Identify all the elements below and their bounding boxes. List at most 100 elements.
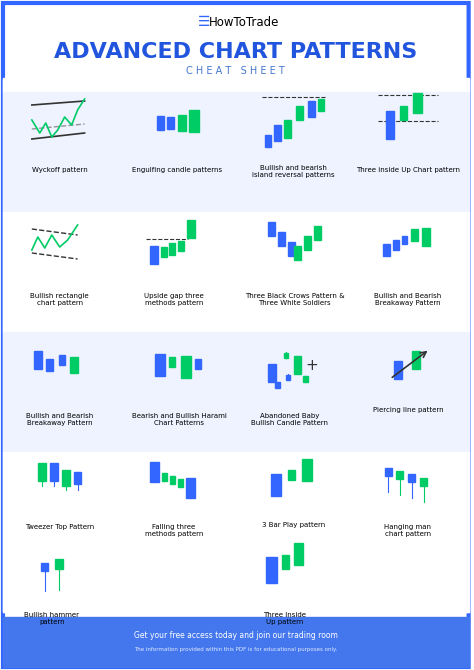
Bar xyxy=(264,135,271,147)
Bar xyxy=(162,473,167,481)
Bar xyxy=(296,106,303,120)
Bar xyxy=(50,463,58,481)
Bar xyxy=(274,125,281,141)
Text: Three inside Up Chart pattern: Three inside Up Chart pattern xyxy=(356,167,460,173)
Bar xyxy=(3,452,469,612)
Text: Wyckoff pattern: Wyckoff pattern xyxy=(32,167,88,173)
FancyBboxPatch shape xyxy=(3,3,469,667)
Bar xyxy=(411,229,419,241)
Text: HowToTrade: HowToTrade xyxy=(209,15,279,29)
Bar xyxy=(3,92,469,212)
Bar xyxy=(38,463,46,481)
Bar xyxy=(384,468,392,476)
Text: Piercing line pattern: Piercing line pattern xyxy=(373,407,443,413)
Bar xyxy=(3,79,469,92)
Bar xyxy=(55,559,63,569)
Bar xyxy=(396,471,403,479)
Bar xyxy=(278,232,285,246)
Bar xyxy=(34,351,42,369)
Bar xyxy=(150,246,158,264)
Bar xyxy=(3,212,469,332)
Bar xyxy=(401,106,408,120)
Bar xyxy=(383,244,390,256)
Bar xyxy=(409,474,415,482)
Bar xyxy=(70,357,78,373)
Bar xyxy=(185,478,194,498)
Bar xyxy=(302,459,312,481)
Text: Bullish and Bearish
Breakaway Pattern: Bullish and Bearish Breakaway Pattern xyxy=(374,293,442,306)
Bar xyxy=(284,120,291,138)
Bar xyxy=(74,472,81,484)
Bar xyxy=(3,78,469,92)
Bar xyxy=(385,111,394,139)
Bar xyxy=(3,92,469,212)
Bar xyxy=(304,236,311,250)
Text: Engulfing candle patterns: Engulfing candle patterns xyxy=(132,167,222,173)
Bar xyxy=(275,382,280,388)
Text: Bullish and bearish
island reversal patterns: Bullish and bearish island reversal patt… xyxy=(252,165,335,178)
Bar xyxy=(268,222,275,236)
Bar xyxy=(294,246,301,260)
Bar xyxy=(195,359,201,369)
Bar xyxy=(308,101,315,117)
Text: ADVANCED CHART PATTERNS: ADVANCED CHART PATTERNS xyxy=(54,42,418,62)
Text: Bearish and Bullish Harami
Chart Patterns: Bearish and Bullish Harami Chart Pattern… xyxy=(132,413,227,426)
Text: Bullish hammer
pattern: Bullish hammer pattern xyxy=(24,612,79,625)
Text: Three Black Crows Pattern &
Three White Soldiers: Three Black Crows Pattern & Three White … xyxy=(245,293,344,306)
Bar xyxy=(181,356,191,378)
Bar xyxy=(157,116,164,130)
Bar xyxy=(394,361,402,379)
Bar xyxy=(169,243,175,255)
Bar xyxy=(178,115,186,131)
Bar xyxy=(3,212,469,332)
Bar xyxy=(285,375,290,379)
Text: Get your free access today and join our trading room: Get your free access today and join our … xyxy=(134,630,338,639)
Text: ☰: ☰ xyxy=(198,15,210,29)
Bar xyxy=(402,236,408,244)
Bar xyxy=(167,117,173,129)
Text: Falling three
methods pattern: Falling three methods pattern xyxy=(145,524,203,537)
Text: Abandoned Baby
Bullish Candle Pattern: Abandoned Baby Bullish Candle Pattern xyxy=(251,413,328,426)
Text: Bullish and Bearish
Breakaway Pattern: Bullish and Bearish Breakaway Pattern xyxy=(26,413,93,426)
Bar xyxy=(288,242,295,256)
Bar xyxy=(41,563,48,571)
Text: 3 Bar Play pattern: 3 Bar Play pattern xyxy=(262,522,325,528)
Bar xyxy=(319,99,324,111)
Text: Three Inside
Up pattern: Three Inside Up pattern xyxy=(263,612,306,625)
Bar xyxy=(62,470,70,486)
Bar xyxy=(268,364,275,382)
Text: Hanging man
chart pattern: Hanging man chart pattern xyxy=(384,524,431,537)
Bar xyxy=(282,555,289,569)
Bar xyxy=(413,93,422,113)
Bar xyxy=(170,476,174,484)
Bar xyxy=(283,352,288,358)
Bar xyxy=(161,247,167,257)
Bar xyxy=(420,478,428,486)
Text: Upside gap three
methods pattern: Upside gap three methods pattern xyxy=(144,293,204,306)
Bar xyxy=(3,452,469,612)
Text: C H E A T   S H E E T: C H E A T S H E E T xyxy=(186,66,285,76)
Bar xyxy=(293,543,303,565)
Bar xyxy=(59,355,64,365)
Bar xyxy=(422,228,430,246)
Bar xyxy=(293,356,301,374)
Bar xyxy=(178,241,184,251)
Bar xyxy=(3,332,469,452)
Bar xyxy=(412,351,420,369)
Bar xyxy=(150,462,159,482)
Bar xyxy=(155,354,165,376)
Bar xyxy=(187,220,195,238)
Bar xyxy=(46,359,53,371)
Bar xyxy=(314,226,321,240)
Bar xyxy=(169,357,175,367)
Bar xyxy=(3,332,469,452)
Text: The information provided within this PDF is for educational purposes only.: The information provided within this PDF… xyxy=(134,647,337,653)
Bar xyxy=(271,474,281,496)
Text: Bullish rectangle
chart pattern: Bullish rectangle chart pattern xyxy=(30,293,89,306)
Bar xyxy=(303,376,308,382)
Text: +: + xyxy=(305,358,318,373)
Bar xyxy=(189,110,199,132)
Bar xyxy=(288,470,295,480)
Bar xyxy=(266,557,277,583)
Bar xyxy=(3,617,469,667)
